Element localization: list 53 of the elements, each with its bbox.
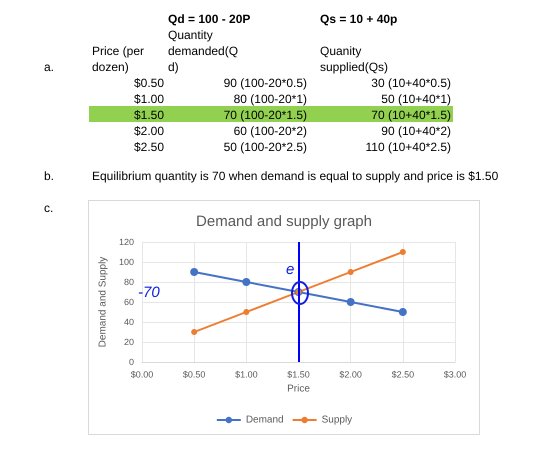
x-tick-label: $3.00 xyxy=(444,370,466,380)
text: 80 (100-20*1) xyxy=(232,91,307,107)
text: 70 (10+40*1.5) xyxy=(370,107,451,123)
text: 50 (100-20*2.5) xyxy=(222,139,307,155)
text: b. xyxy=(44,168,54,184)
text: $2.00 xyxy=(132,123,164,139)
text: 30 (10+40*0.5) xyxy=(370,75,451,91)
y-tick-label: 0 xyxy=(128,357,134,367)
y-tick-label: 40 xyxy=(124,317,134,327)
text: Equilibrium quantity is 70 when demand is equal to supply and price is $1.50 xyxy=(92,168,498,184)
point xyxy=(400,249,406,255)
text: $2.50 xyxy=(132,139,164,155)
y-tick-label: 120 xyxy=(118,237,134,247)
y-tick-label: 60 xyxy=(124,297,134,307)
text: $0.50 xyxy=(132,75,164,91)
text: a. xyxy=(44,59,54,75)
text: 50 (10+40*1) xyxy=(380,91,451,107)
legend-label: Supply xyxy=(322,414,352,426)
text: c. xyxy=(44,200,54,216)
annotation: -70 xyxy=(138,284,160,301)
text: 110 (10+40*2.5) xyxy=(364,139,451,155)
point xyxy=(398,308,407,316)
text: Quantity demanded(Qd) xyxy=(168,27,240,75)
text: 90 (10+40*2) xyxy=(380,123,451,139)
y-tick-label: 100 xyxy=(118,257,134,267)
legend-label: Demand xyxy=(246,414,284,426)
x-tick-label: $0.50 xyxy=(182,370,206,380)
x-tick-label: $1.00 xyxy=(235,370,258,380)
annotation: e xyxy=(286,261,294,278)
y-axis-title: Demand and Supply xyxy=(98,256,109,348)
point xyxy=(190,268,198,276)
point xyxy=(346,298,355,306)
text: 90 (100-20*0.5) xyxy=(222,75,307,91)
chart-title: Demand and supply graph xyxy=(196,213,372,230)
x-axis-title: Price xyxy=(287,384,310,394)
point xyxy=(242,278,250,286)
text: Price (per dozen) xyxy=(92,43,146,75)
text: Quanity supplied(Qs) xyxy=(320,43,390,75)
x-tick-label: $1.50 xyxy=(287,370,310,380)
text: Qs = 10 + 40p xyxy=(320,11,398,27)
y-tick-label: 80 xyxy=(124,277,134,287)
x-tick-label: $2.50 xyxy=(392,370,414,380)
text: Qd = 100 - 20P xyxy=(168,11,250,27)
y-tick-label: 20 xyxy=(124,337,134,347)
text: $1.00 xyxy=(132,91,164,107)
text: 70 (100-20*1.5) xyxy=(222,107,307,123)
text: $1.50 xyxy=(132,107,164,123)
point xyxy=(348,269,354,275)
text: 60 (100-20*2) xyxy=(232,123,307,139)
x-tick-label: $0.00 xyxy=(130,370,154,380)
point xyxy=(191,329,198,335)
point xyxy=(243,309,250,315)
x-tick-label: $2.00 xyxy=(339,370,362,380)
